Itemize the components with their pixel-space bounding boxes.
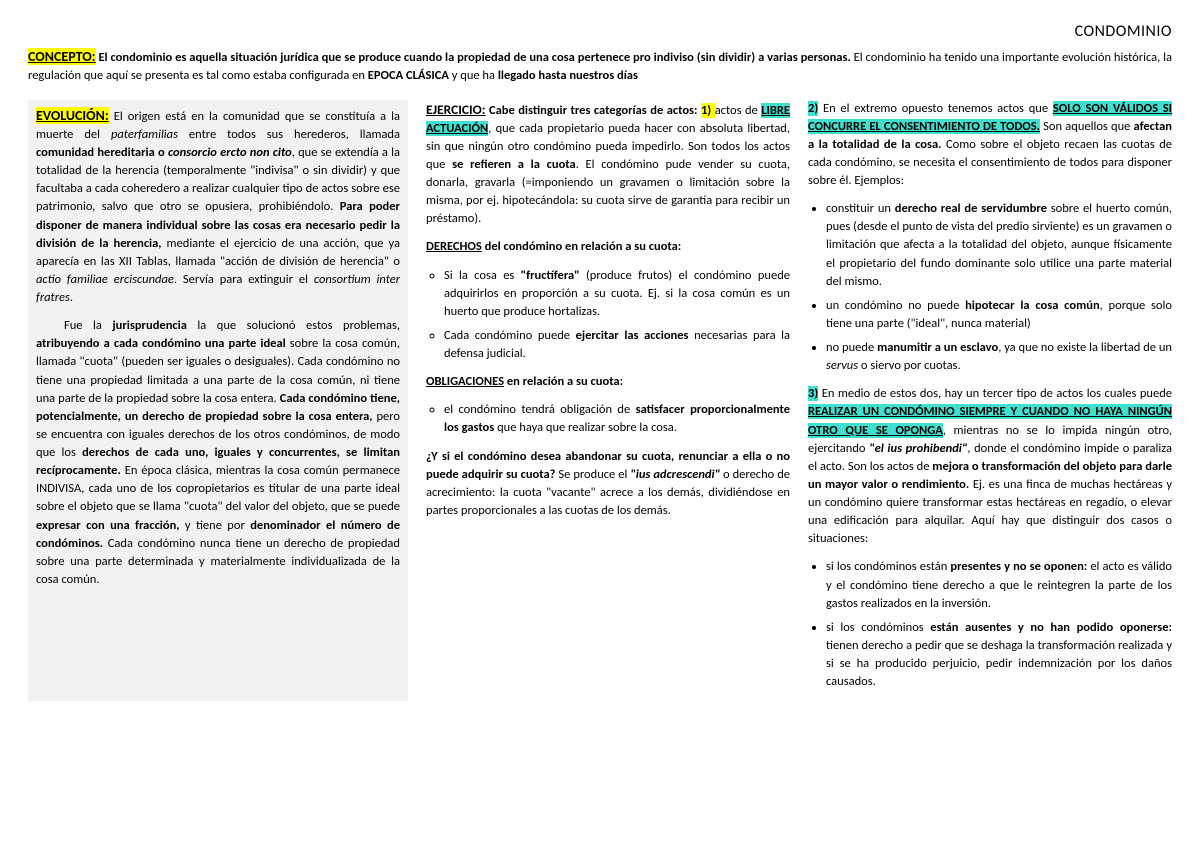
- acto2-list: constituir un derecho real de servidumbr…: [826, 200, 1172, 375]
- oblig-label: OBLIGACIONES: [426, 374, 504, 389]
- text: Son aquellos que: [1040, 119, 1134, 134]
- acto2-intro: 2) En el extremo opuesto tenemos actos q…: [808, 100, 1172, 191]
- list-item: si los condóminos están ausentes y no ha…: [826, 619, 1172, 692]
- num-2: 2): [808, 101, 818, 116]
- text: Fue la: [64, 318, 112, 333]
- acto3-list: si los condóminos están presentes y no s…: [826, 558, 1172, 691]
- column-ejercicio: EJERCICIO: Cabe distinguir tres categorí…: [426, 100, 790, 702]
- ejercicio-label: EJERCICIO:: [426, 101, 485, 118]
- derechos-head: DERECHOS del condómino en relación a su …: [426, 238, 790, 256]
- text: En el extremo opuesto tenemos actos que: [818, 101, 1053, 116]
- text: Cada condómino puede: [444, 328, 576, 343]
- concepto-t5: llegado hasta nuestros días: [498, 68, 638, 83]
- num-3: 3): [808, 386, 818, 401]
- text: un condómino no puede: [826, 298, 965, 313]
- text: el condómino tendrá obligación de: [444, 402, 636, 417]
- text-bold-italic: "ius adcrescendi": [630, 467, 720, 482]
- text-bold: comunidad hereditaria o: [36, 145, 168, 160]
- columns-container: EVOLUCIÓN: El origen está en la comunida…: [28, 100, 1172, 702]
- evolucion-label: EVOLUCIÓN:: [36, 107, 109, 124]
- text-bold: atribuyendo a cada condómino una parte i…: [36, 336, 286, 351]
- text: no puede: [826, 340, 877, 355]
- text: tienen derecho a pedir que se deshaga la…: [826, 638, 1172, 689]
- list-item: constituir un derecho real de servidumbr…: [826, 200, 1172, 291]
- evolucion-p2: Fue la jurisprudencia la que solucionó e…: [36, 317, 400, 589]
- text-italic: paterfamilias: [111, 127, 178, 142]
- text-bold-italic: consorcio ercto non cito: [168, 145, 292, 160]
- text: o siervo por cuotas.: [858, 358, 961, 373]
- concepto-epoca: EPOCA CLÁSICA: [368, 68, 449, 83]
- text: si los condóminos: [826, 620, 930, 635]
- list-item: Cada condómino puede ejercitar las accio…: [444, 327, 790, 363]
- concepto-paragraph: CONCEPTO: El condominio es aquella situa…: [28, 47, 1172, 85]
- text: Si la cosa es: [444, 268, 521, 283]
- text-bold: expresar con una fracción,: [36, 518, 180, 533]
- text: que haya que realizar sobre la cosa.: [494, 420, 677, 435]
- list-item: un condómino no puede hipotecar la cosa …: [826, 297, 1172, 333]
- text-bold: jurisprudencia: [112, 318, 186, 333]
- text-bold: presentes y no se oponen:: [950, 559, 1087, 574]
- derechos-label: DERECHOS: [426, 239, 482, 254]
- text: Se produce el: [555, 467, 630, 482]
- text-bold: en relación a su cuota:: [504, 374, 623, 389]
- text-italic: actio familiae erciscundae: [36, 272, 174, 287]
- text-italic: servus: [826, 358, 858, 373]
- evolucion-p1: EVOLUCIÓN: El origen está en la comunida…: [36, 106, 400, 308]
- list-item: no puede manumitir a un esclavo, ya que …: [826, 339, 1172, 375]
- concepto-bold: El condominio es aquella situación juríd…: [98, 50, 850, 65]
- oblig-head: OBLIGACIONES en relación a su cuota:: [426, 373, 790, 391]
- derechos-list: Si la cosa es "fructífera" (produce frut…: [444, 267, 790, 364]
- text: entre todos sus herederos, llamada: [178, 127, 400, 142]
- ius-adcrescendi: ¿Y si el condómino desea abandonar su cu…: [426, 448, 790, 521]
- text: y tiene por: [180, 518, 251, 533]
- text: . Servía para extinguir el: [174, 272, 314, 287]
- text-bold: se refieren a la cuota: [452, 157, 576, 172]
- text-bold-italic: "el ius prohibendi": [869, 441, 967, 456]
- num-1: 1): [701, 103, 715, 118]
- text-bold: derecho real de servidumbre: [895, 201, 1047, 216]
- column-evolucion: EVOLUCIÓN: El origen está en la comunida…: [28, 100, 408, 702]
- column-right: 2) En el extremo opuesto tenemos actos q…: [808, 100, 1172, 702]
- page-title: CONDOMINIO: [28, 20, 1172, 43]
- text: si los condóminos están: [826, 559, 950, 574]
- text-bold: Cabe distinguir tres categorías de actos…: [485, 103, 697, 118]
- text-bold: del condómino en relación a su cuota:: [482, 239, 681, 254]
- text: constituir un: [826, 201, 895, 216]
- list-item: el condómino tendrá obligación de satisf…: [444, 401, 790, 437]
- list-item: si los condóminos están presentes y no s…: [826, 558, 1172, 612]
- text-bold: hipotecar la cosa común: [965, 298, 1100, 313]
- list-item: Si la cosa es "fructífera" (produce frut…: [444, 267, 790, 321]
- text-bold: manumitir a un esclavo: [877, 340, 998, 355]
- text: actos de: [715, 103, 762, 118]
- text-bold: están ausentes y no han podido oponerse:: [930, 620, 1172, 635]
- concepto-label: CONCEPTO:: [28, 48, 96, 65]
- text: la que solucionó estos problemas,: [187, 318, 400, 333]
- oblig-list: el condómino tendrá obligación de satisf…: [444, 401, 790, 437]
- acto3-intro: 3) En medio de estos dos, hay un tercer …: [808, 385, 1172, 548]
- ejercicio-intro: EJERCICIO: Cabe distinguir tres categorí…: [426, 100, 790, 229]
- text-bold: "fructífera": [521, 268, 580, 283]
- text: En medio de estos dos, hay un tercer tip…: [818, 386, 1172, 401]
- text: , ya que no existe la libertad de un: [998, 340, 1172, 355]
- concepto-t4: y que ha: [449, 68, 498, 83]
- text: .: [70, 290, 73, 305]
- text-bold: ejercitar las acciones: [576, 328, 689, 343]
